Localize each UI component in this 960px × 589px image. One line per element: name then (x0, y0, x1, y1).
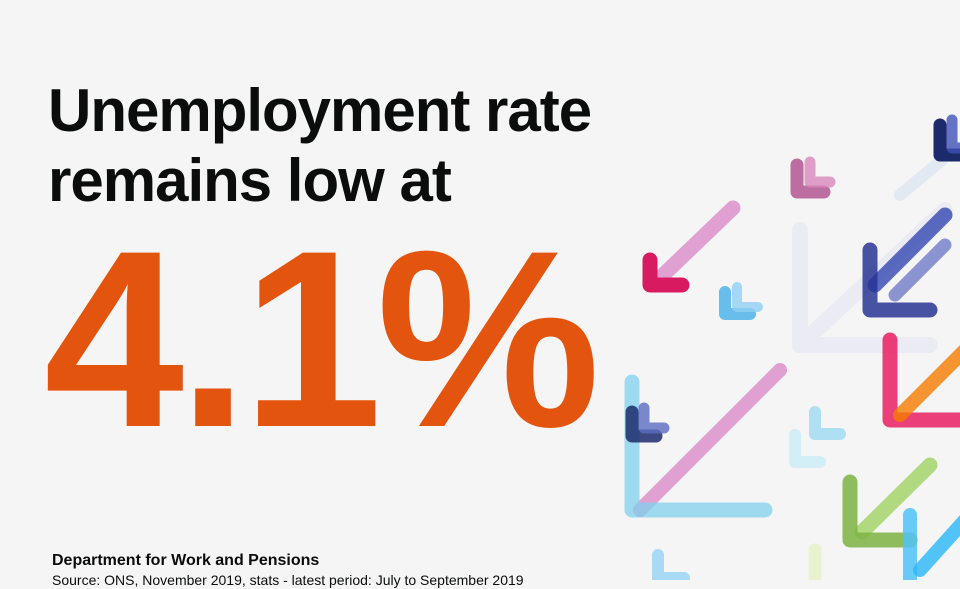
down-left-arrows-icon (624, 114, 960, 580)
headline-line-1: Unemployment rate (48, 77, 592, 144)
footer: Department for Work and Pensions Source:… (52, 551, 672, 589)
unemployment-rate-figure: 4.1% (44, 199, 600, 480)
headline-line-2: remains low at (48, 147, 452, 214)
organisation-name: Department for Work and Pensions (52, 552, 320, 569)
source-note: Source: ONS, November 2019, stats - late… (52, 572, 524, 588)
headline: Unemployment rate remains low at (48, 76, 592, 216)
